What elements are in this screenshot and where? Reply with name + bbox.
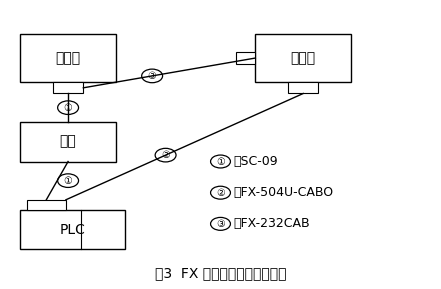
Bar [27, 200, 66, 210]
Text: 图3  FX 系列设备通讯连接线图: 图3 FX 系列设备通讯连接线图 [155, 266, 286, 281]
Text: ：FX-504U-CABO: ：FX-504U-CABO [233, 186, 333, 199]
Bar [288, 82, 318, 93]
Text: ：FX-232CAB: ：FX-232CAB [233, 217, 310, 230]
Text: 计算机: 计算机 [56, 51, 81, 65]
Bar [255, 34, 351, 82]
Text: ③: ③ [148, 71, 157, 81]
Text: ①: ① [64, 103, 72, 113]
Bar [20, 34, 116, 82]
Text: ①: ① [64, 176, 72, 186]
Text: ③: ③ [216, 219, 225, 229]
Text: ②: ② [216, 188, 225, 198]
Text: 转换: 转换 [60, 135, 76, 149]
Text: PLC: PLC [60, 223, 86, 236]
Bar [20, 210, 125, 249]
Text: ①: ① [216, 157, 225, 166]
Bar [53, 82, 83, 93]
Text: 触摸屏: 触摸屏 [291, 51, 316, 65]
Text: ②: ② [161, 150, 170, 160]
Bar [236, 52, 255, 64]
Bar [20, 122, 116, 162]
Text: ：SC-09: ：SC-09 [233, 155, 278, 168]
